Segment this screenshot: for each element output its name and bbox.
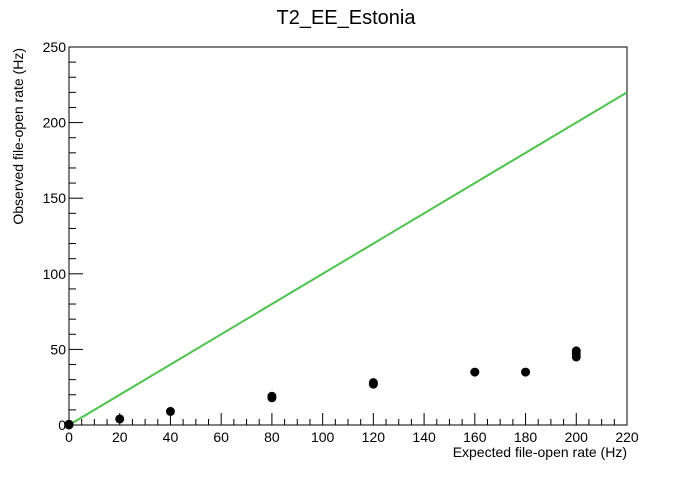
data-point [368,378,378,388]
x-tick-label: 160 [463,429,487,445]
x-tick-label: 200 [565,429,589,445]
plot-frame [68,46,628,426]
chart-title: T2_EE_Estonia [277,7,417,29]
data-point [165,406,175,416]
x-tick-label: 80 [264,429,280,445]
y-tick-label: 150 [43,190,67,206]
data-point [115,414,125,424]
x-axis: 0 20 40 60 80 100 120 140 160 180 200 220 [65,413,639,445]
reference-line [68,91,628,426]
data-points [64,346,581,430]
x-tick-label: 140 [412,429,436,445]
x-tick-label: 180 [514,429,538,445]
data-point [571,346,581,356]
y-axis: 0 50 100 150 200 250 [43,39,83,433]
y-tick-label: 200 [43,115,67,131]
x-tick-label: 220 [615,429,639,445]
x-tick-label: 40 [163,429,179,445]
data-point [521,367,531,377]
x-axis-label: Expected file-open rate (Hz) [453,444,627,460]
y-tick-label: 0 [58,417,66,433]
data-point [470,367,480,377]
x-tick-label: 0 [65,429,73,445]
data-point [267,391,277,401]
data-point [64,419,74,429]
x-tick-label: 60 [213,429,229,445]
y-tick-label: 250 [43,39,67,55]
y-axis-label: Observed file-open rate (Hz) [10,48,26,225]
reference-lines [68,91,628,426]
y-tick-label: 100 [43,266,67,282]
x-tick-label: 100 [311,429,335,445]
x-tick-label: 20 [112,429,128,445]
y-tick-label: 50 [50,341,66,357]
x-tick-label: 120 [362,429,386,445]
